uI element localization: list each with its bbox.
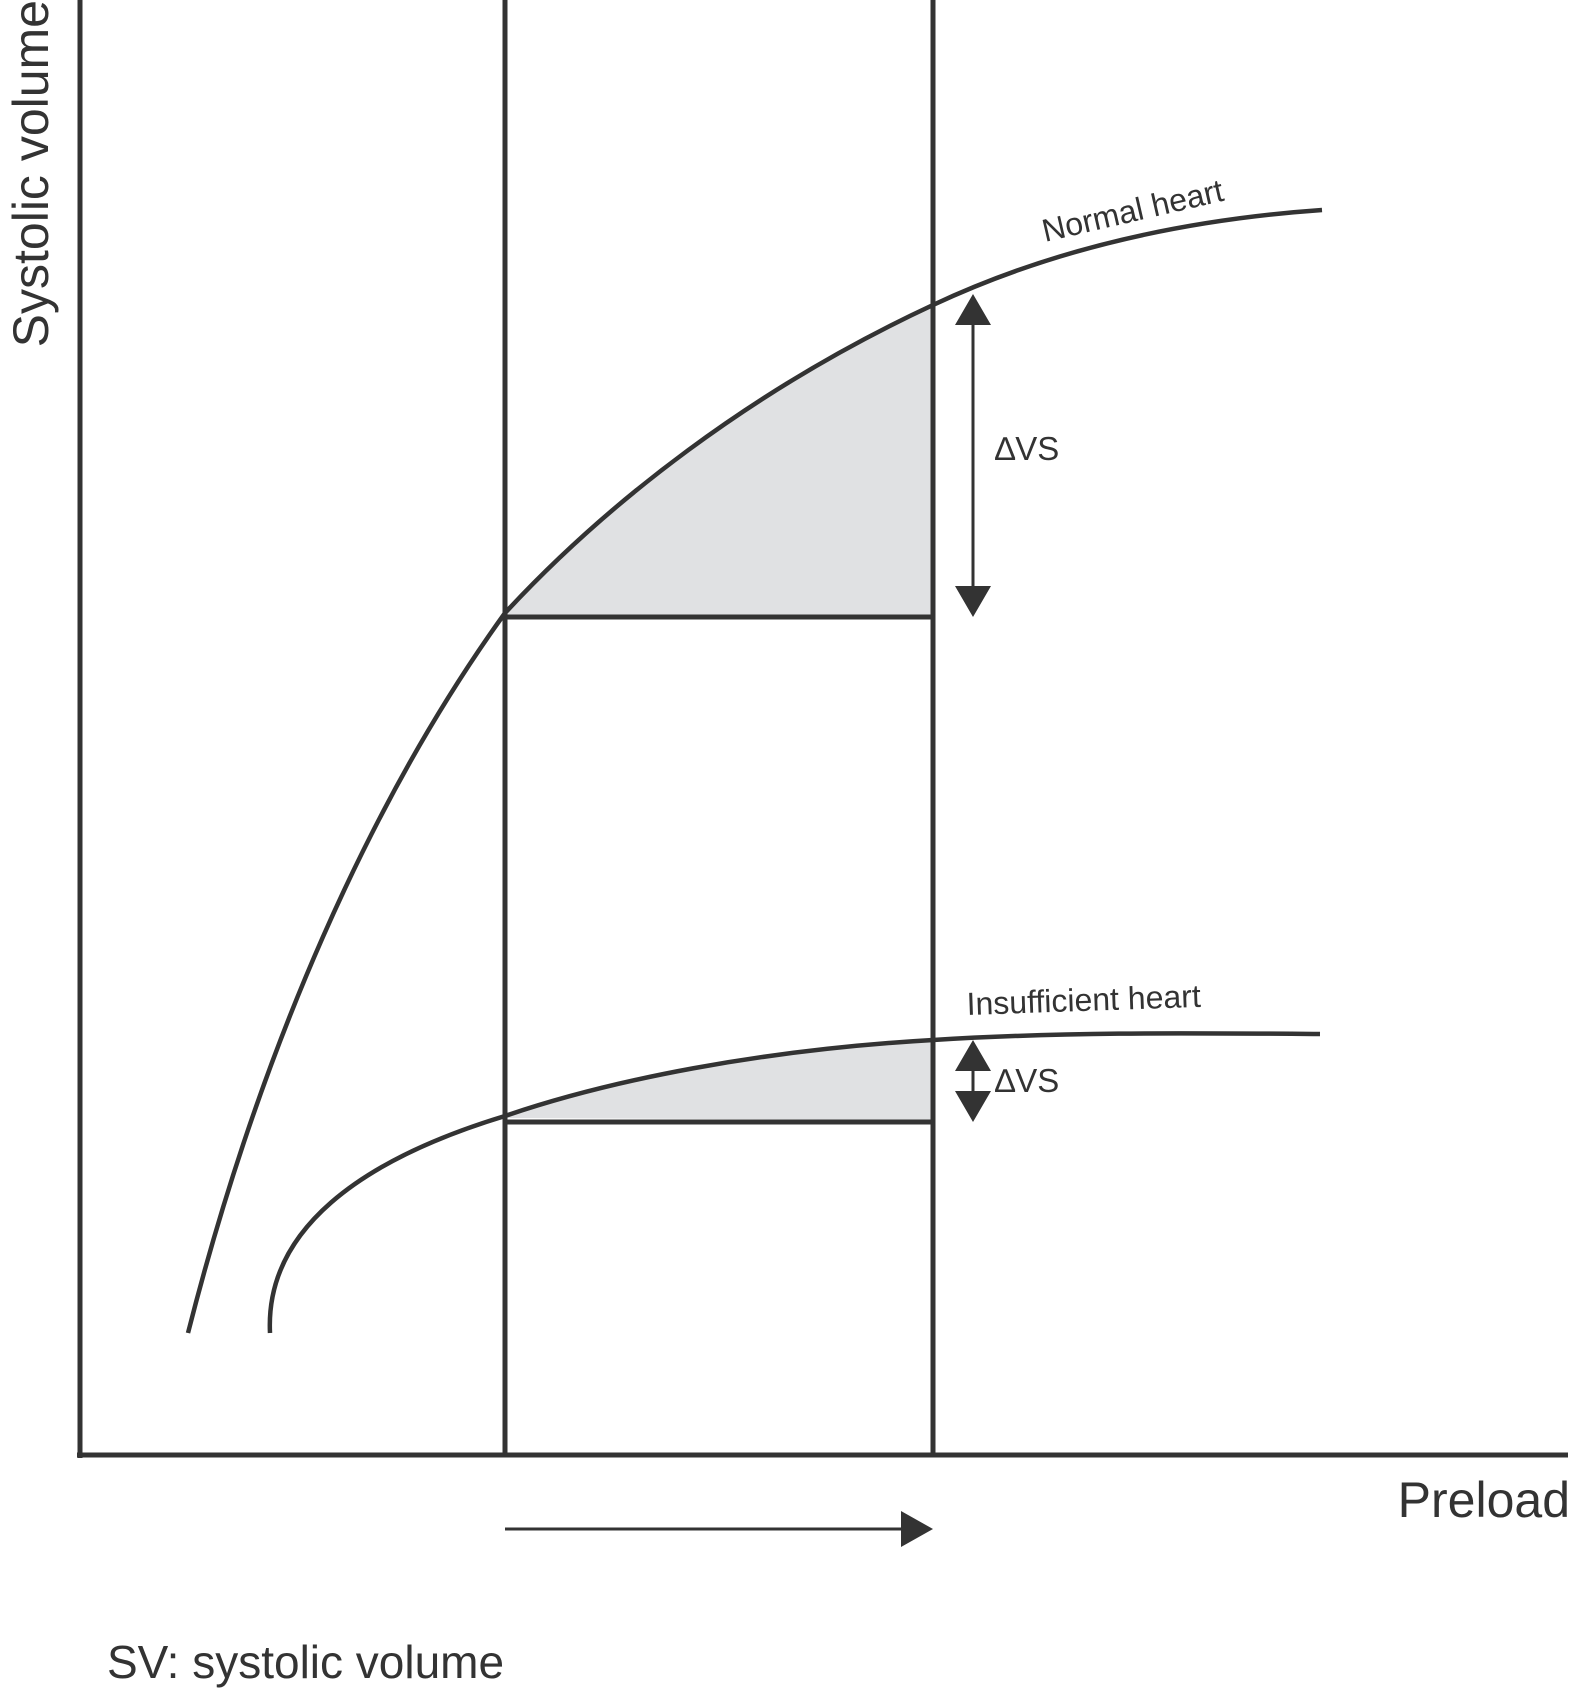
insufficient-heart-label: Insufficient heart <box>966 978 1201 1022</box>
delta-sv-arrow-insufficient <box>955 1040 991 1122</box>
footnote: SV: systolic volume <box>107 1636 504 1688</box>
delta-sv-arrow-normal <box>955 294 991 617</box>
insufficient-heart-curve <box>267 1031 1321 1334</box>
normal-heart-curve <box>185 207 1323 1334</box>
delta-sv-label-insufficient: ∆VS <box>995 1062 1059 1099</box>
y-axis-label: Systolic volume <box>3 0 59 347</box>
insufficient-heart-shaded-area <box>505 1040 933 1120</box>
preload-increase-arrow <box>505 1511 933 1547</box>
delta-sv-label-normal: ∆VS <box>995 430 1059 467</box>
normal-heart-shaded-area <box>505 305 933 615</box>
x-axis-label: Preload <box>1398 1472 1570 1528</box>
